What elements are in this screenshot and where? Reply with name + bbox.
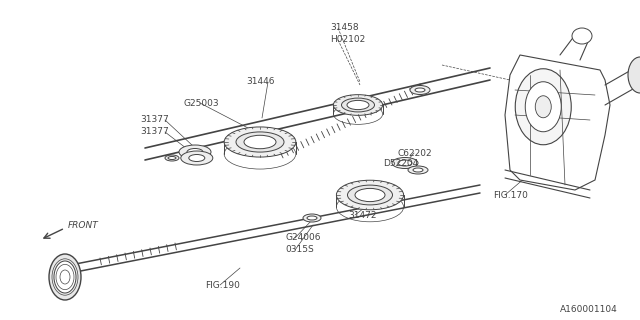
Ellipse shape [408,166,428,174]
Text: FIG.190: FIG.190 [205,281,240,290]
Text: 31446: 31446 [246,77,275,86]
Text: 31377: 31377 [140,127,169,137]
Ellipse shape [515,69,572,145]
Text: C62202: C62202 [398,148,433,157]
Ellipse shape [165,155,179,161]
Text: 31377: 31377 [140,116,169,124]
Ellipse shape [168,156,176,159]
Text: FIG.170: FIG.170 [493,190,528,199]
Ellipse shape [572,28,592,44]
Ellipse shape [303,214,321,222]
Ellipse shape [179,145,211,159]
Ellipse shape [337,180,404,210]
Ellipse shape [189,155,205,162]
Ellipse shape [415,88,425,92]
Ellipse shape [347,100,369,110]
Ellipse shape [224,127,296,157]
Ellipse shape [244,135,276,149]
Ellipse shape [236,132,284,152]
Ellipse shape [49,254,81,300]
Ellipse shape [535,96,551,118]
Ellipse shape [413,168,423,172]
Text: D52204: D52204 [383,159,419,169]
Ellipse shape [355,188,385,202]
Ellipse shape [525,82,561,132]
Text: G25003: G25003 [183,99,219,108]
Ellipse shape [333,95,383,115]
Ellipse shape [342,98,374,112]
Ellipse shape [187,148,203,156]
Text: 31458: 31458 [330,23,358,33]
Text: H02102: H02102 [330,36,365,44]
Ellipse shape [392,157,418,169]
Text: A160001104: A160001104 [560,306,618,315]
Ellipse shape [410,85,430,94]
Ellipse shape [307,216,317,220]
Text: G24006: G24006 [285,234,321,243]
Ellipse shape [628,57,640,93]
Ellipse shape [348,185,392,205]
Ellipse shape [180,151,212,165]
Text: 0315S: 0315S [285,245,314,254]
Ellipse shape [54,261,76,293]
Text: 31472: 31472 [348,211,376,220]
Polygon shape [505,55,610,190]
Text: FRONT: FRONT [68,220,99,229]
Ellipse shape [398,160,412,166]
